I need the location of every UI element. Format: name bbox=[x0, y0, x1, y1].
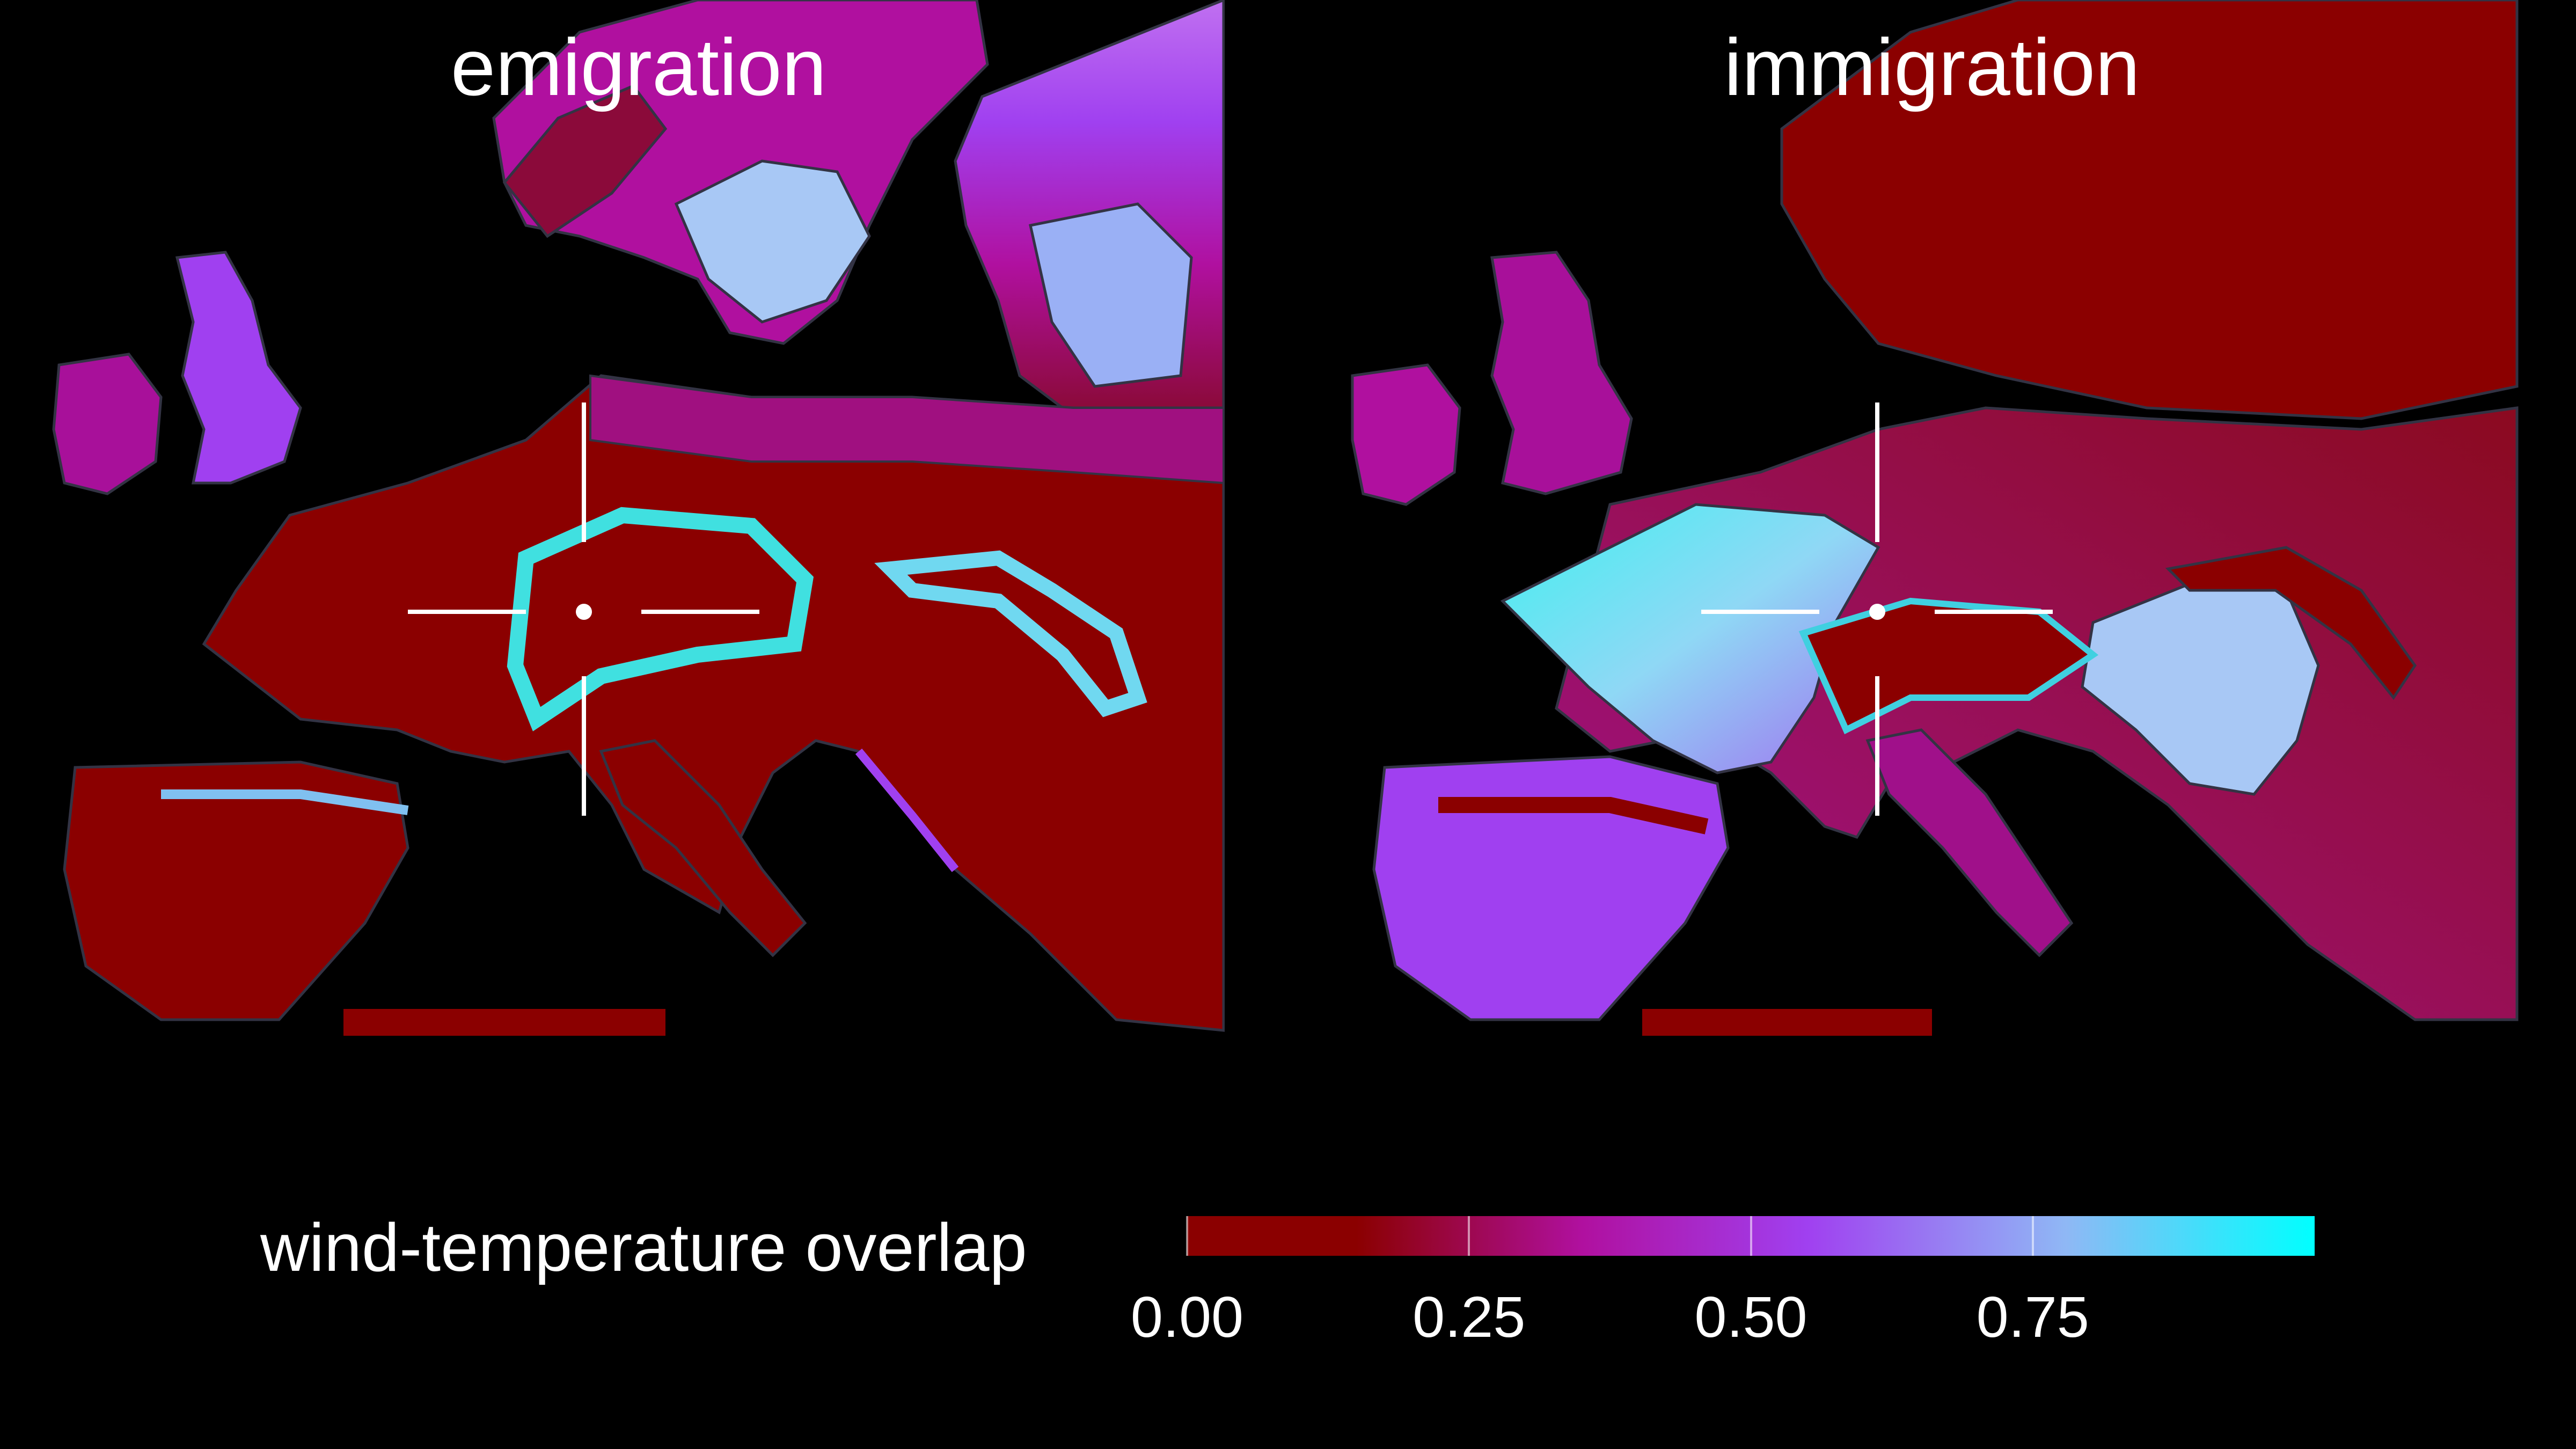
emigration-sweden-highlight bbox=[674, 159, 871, 324]
immigration-iberia-ridge bbox=[1438, 797, 1709, 835]
immigration-map bbox=[1351, 0, 2519, 1036]
emigration-north-africa bbox=[343, 1009, 665, 1036]
legend-tick-label: 0.00 bbox=[1130, 1284, 1244, 1349]
emigration-central-band bbox=[589, 374, 1225, 485]
panel-title-immigration: immigration bbox=[1724, 22, 2140, 112]
emigration-alps bbox=[507, 507, 814, 731]
immigration-ireland bbox=[1351, 363, 1461, 506]
legend-tick-label: 0.50 bbox=[1694, 1284, 1807, 1349]
emigration-italy bbox=[599, 739, 807, 957]
immigration-italy bbox=[1865, 728, 2074, 957]
panel-title-emigration: emigration bbox=[450, 22, 827, 112]
emigration-carpathians bbox=[874, 550, 1147, 718]
legend-tick-mark bbox=[1750, 1216, 1752, 1256]
emigration-ireland bbox=[52, 353, 163, 495]
legend-tick-mark bbox=[2031, 1216, 2034, 1256]
immigration-north-africa bbox=[1642, 1009, 1932, 1036]
emigration-great-britain bbox=[175, 251, 302, 485]
immigration-carpathians bbox=[2165, 546, 2417, 700]
legend-tick-mark bbox=[1468, 1216, 1470, 1256]
emigration-iberia bbox=[63, 760, 409, 1021]
panel-gap bbox=[1225, 0, 1348, 1036]
immigration-north bbox=[1780, 0, 2519, 420]
immigration-great-britain bbox=[1490, 251, 1633, 495]
emigration-finland-highlight bbox=[1029, 202, 1193, 388]
emigration-norway-coast bbox=[502, 84, 668, 238]
immigration-location-marker bbox=[1701, 402, 2053, 816]
emigration-map bbox=[52, 0, 1225, 1036]
legend-tick-mark bbox=[1186, 1216, 1188, 1256]
legend-title: wind-temperature overlap bbox=[260, 1210, 1027, 1285]
legend-tick-label: 0.75 bbox=[1976, 1284, 2089, 1349]
emigration-location-marker bbox=[408, 402, 759, 816]
immigration-iberia bbox=[1372, 755, 1730, 1021]
legend-tick-label: 0.25 bbox=[1413, 1284, 1526, 1349]
emigration-pyrenees bbox=[161, 789, 409, 815]
emigration-balkans bbox=[855, 748, 959, 872]
